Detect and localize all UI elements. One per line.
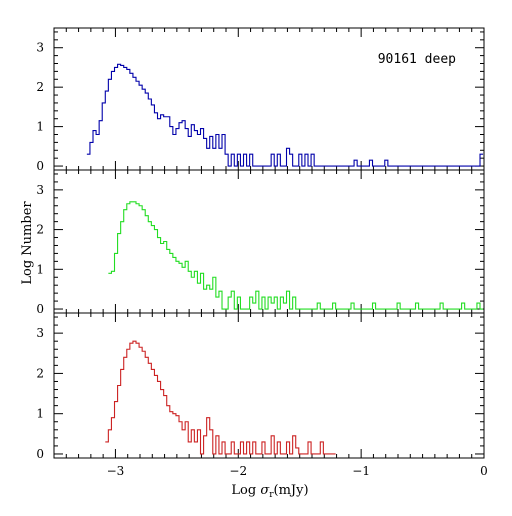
y-axis-label: Log Number: [20, 201, 35, 285]
y-tick-label: 1: [36, 262, 44, 276]
x-axis-label-sigma: σ: [260, 483, 270, 498]
panel-frame-2: [53, 169, 485, 314]
x-axis-label: Log σr(mJy): [231, 483, 308, 500]
x-axis-label-unit: (mJy): [274, 483, 309, 498]
histogram-series-1: [86, 63, 484, 167]
y-tick-label: 0: [36, 302, 44, 316]
x-axis-label-subscript: r: [269, 490, 274, 500]
histogram-series-3: [105, 340, 336, 455]
y-tick-label: 3: [36, 326, 44, 340]
y-tick-label: 2: [36, 366, 44, 380]
y-tick-label: 2: [36, 80, 44, 94]
x-tick-label: 0: [480, 464, 488, 478]
panel-frame-3: [53, 312, 485, 459]
annotation-label: 90161 deep: [378, 52, 456, 67]
x-axis-label-prefix: Log: [231, 483, 260, 498]
histogram-panel-3: −3 −2 −1 0 0 1 2 3: [36, 312, 488, 478]
x-tick-label: −1: [352, 464, 370, 478]
y-tick-label: 0: [36, 447, 44, 461]
y-tick-label: 3: [36, 183, 44, 197]
histogram-panel-2: 0 1 2 3: [36, 169, 485, 316]
histogram-panel-1: 0 1 2 3: [36, 27, 485, 173]
y-tick-label: 0: [36, 159, 44, 173]
y-tick-label: 1: [36, 407, 44, 421]
panel-frame-1: [53, 27, 485, 171]
x-tick-label: −3: [107, 464, 125, 478]
x-tick-label: −2: [229, 464, 247, 478]
y-tick-label: 1: [36, 120, 44, 134]
panels-group: 0 1 2 3 0 1 2 3 −3 −2 −1 0 0 1 2 3: [36, 27, 488, 478]
histogram-series-2: [108, 201, 484, 310]
y-tick-label: 3: [36, 41, 44, 55]
y-tick-label: 2: [36, 223, 44, 237]
